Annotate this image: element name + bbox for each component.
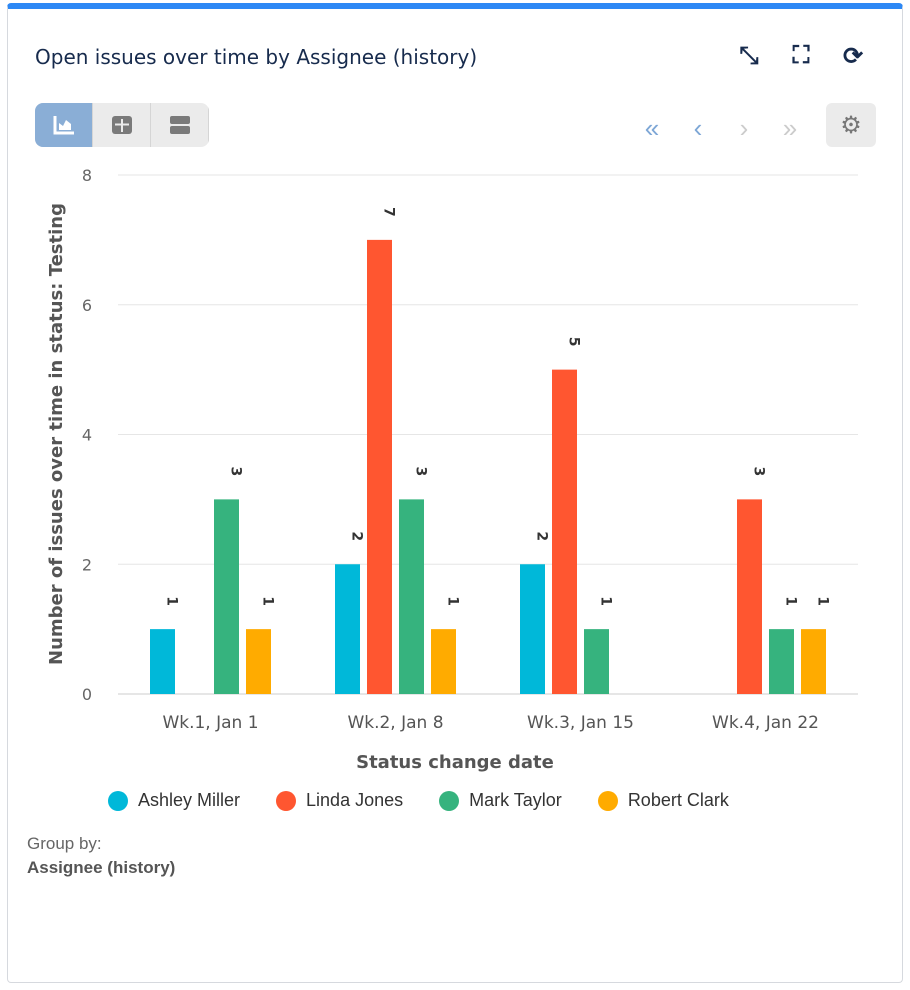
bar-robert-clark[interactable] — [801, 629, 826, 694]
y-tick-label: 6 — [82, 296, 92, 315]
bar-chart: 0 2 4 6 8 Wk.1, Jan 1 1 3 1 Wk.2, Jan 8 2 7 3 1 Wk.3, … — [46, 166, 858, 773]
data-label: 3 — [413, 467, 429, 477]
y-tick-label: 2 — [82, 555, 92, 574]
bar-mark-taylor[interactable] — [584, 629, 609, 694]
bar-linda-jones[interactable] — [367, 239, 392, 694]
legend-item[interactable]: Robert Clark — [597, 790, 729, 811]
bar-mark-taylor[interactable] — [214, 499, 239, 694]
last-page-icon[interactable]: » — [782, 113, 798, 143]
bar-ashley-miller[interactable] — [520, 564, 545, 694]
bar-linda-jones[interactable] — [737, 499, 762, 694]
data-label: 5 — [566, 337, 582, 347]
y-tick-label: 0 — [82, 685, 92, 704]
x-tick-label: Wk.1, Jan 1 — [162, 713, 258, 733]
settings-button[interactable]: ⚙ — [826, 103, 876, 147]
data-label: 7 — [381, 207, 397, 217]
gear-icon: ⚙ — [840, 111, 862, 139]
bar-linda-jones[interactable] — [552, 369, 577, 694]
x-tick-label: Wk.3, Jan 15 — [527, 713, 634, 733]
legend-item[interactable]: Linda Jones — [276, 790, 403, 811]
gadget-card: Open issues over time by Assignee (histo… — [7, 3, 903, 983]
data-label: 3 — [751, 467, 767, 477]
legend-label: Linda Jones — [306, 790, 404, 810]
data-label: 3 — [228, 467, 244, 477]
data-label: 1 — [815, 596, 831, 606]
table-view-icon[interactable] — [93, 103, 151, 147]
next-page-icon[interactable]: › — [739, 113, 749, 143]
bar-robert-clark[interactable] — [431, 629, 456, 694]
bar-mark-taylor[interactable] — [399, 499, 424, 694]
legend-marker — [276, 790, 297, 811]
bar-ashley-miller[interactable] — [335, 564, 360, 694]
bar-ashley-miller[interactable] — [150, 629, 175, 694]
x-tick-label: Wk.2, Jan 8 — [347, 713, 443, 733]
data-label: 1 — [260, 596, 276, 606]
bar-mark-taylor[interactable] — [769, 629, 794, 694]
bar-robert-clark[interactable] — [246, 629, 271, 694]
legend-label: Ashley Miller — [138, 790, 241, 810]
data-label: 2 — [349, 531, 365, 541]
legend-label: Robert Clark — [627, 790, 729, 810]
y-tick-label: 8 — [82, 166, 92, 185]
gadget-title: Open issues over time by Assignee (histo… — [35, 45, 478, 69]
fullscreen-icon[interactable]: ⛶ — [792, 42, 810, 69]
refresh-icon[interactable]: ⟳ — [842, 42, 864, 70]
data-label: 1 — [445, 596, 461, 606]
view-switcher — [35, 103, 209, 147]
data-label: 1 — [598, 596, 614, 606]
data-label: 2 — [534, 531, 550, 541]
data-label: 1 — [783, 596, 799, 606]
x-axis-title: Status change date — [356, 752, 554, 773]
data-label: 1 — [164, 596, 180, 606]
list-view-icon[interactable] — [151, 103, 209, 147]
legend-marker — [439, 790, 460, 811]
group-by: Group by: Assignee (history) — [27, 832, 175, 880]
group-by-label: Group by: — [27, 834, 102, 853]
legend-item[interactable]: Ashley Miller — [108, 790, 240, 811]
y-axis-title: Number of issues over time in status: Te… — [46, 203, 67, 665]
legend-marker — [597, 790, 618, 811]
legend-marker — [108, 790, 128, 811]
first-page-icon[interactable]: « — [644, 113, 660, 143]
group-by-value: Assignee (history) — [27, 858, 176, 877]
prev-page-icon[interactable]: ‹ — [693, 113, 703, 143]
collapse-icon[interactable]: ⤡ — [739, 42, 759, 69]
chart-legend: Ashley Miller Linda Jones Mark Taylor Rober… — [108, 790, 729, 811]
legend-label: Mark Taylor — [469, 790, 562, 810]
legend-item[interactable]: Mark Taylor — [439, 790, 562, 811]
y-tick-label: 4 — [82, 426, 92, 445]
x-tick-label: Wk.4, Jan 22 — [712, 713, 819, 733]
chart-view-icon[interactable] — [35, 103, 93, 147]
